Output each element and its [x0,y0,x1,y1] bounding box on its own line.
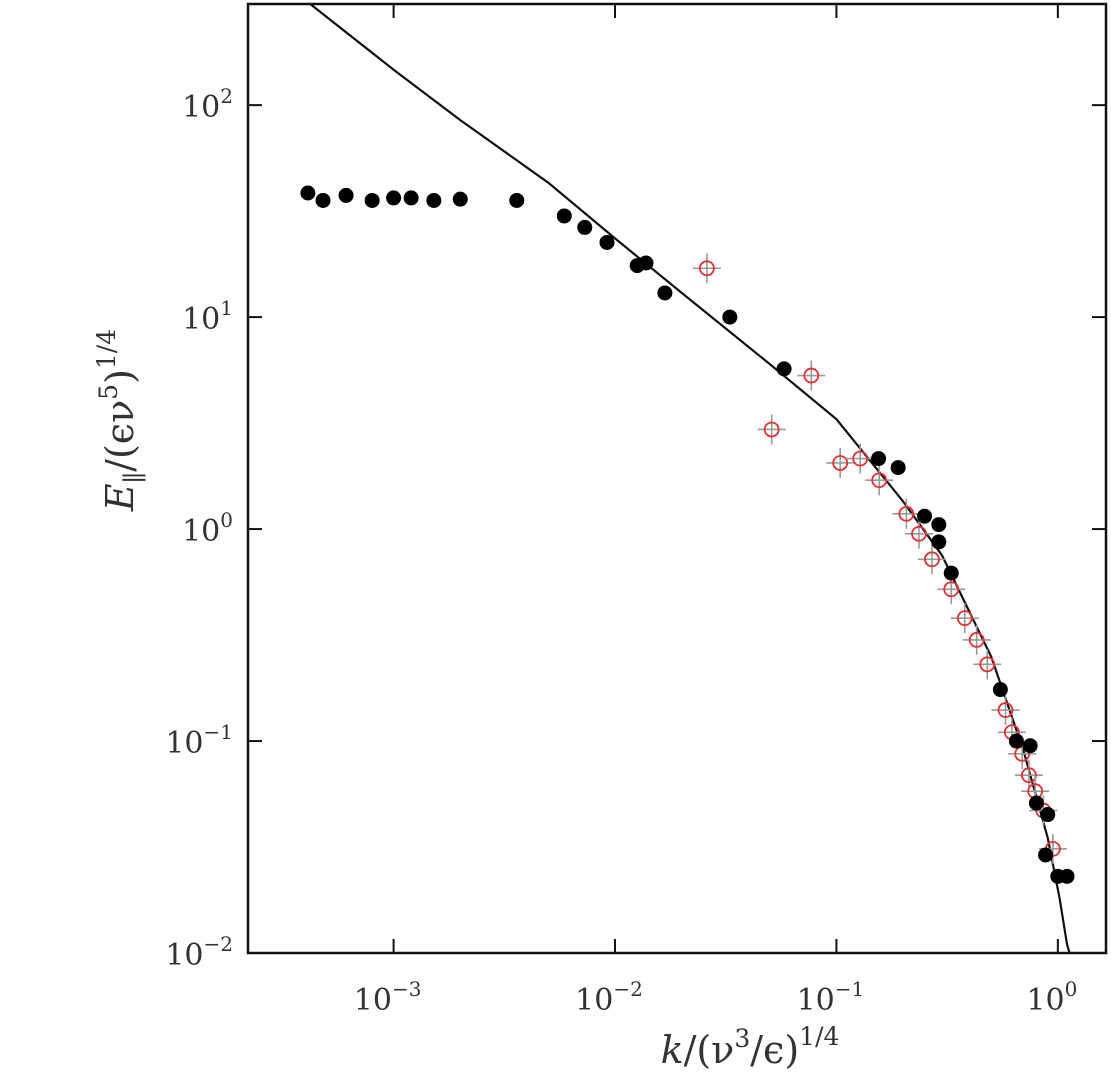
filled-data-point [931,534,947,550]
filled-data-point [1059,868,1075,884]
open-marker [698,260,715,277]
filled-data-point [776,361,792,377]
filled-data-point [1040,807,1056,823]
open-data-point [692,253,721,284]
x-tick-label: 100 [1026,977,1077,1018]
open-marker [1014,745,1031,762]
filled-data-point [452,191,468,207]
filled-data-point [300,185,316,201]
open-data-point [1014,760,1043,791]
filled-circle-series [300,185,1075,884]
open-marker [763,421,780,438]
filled-data-point [917,508,933,524]
filled-data-point [599,234,615,250]
filled-data-point [1008,733,1024,749]
open-marker [997,702,1014,718]
filled-data-point [1038,847,1054,863]
open-data-point [991,695,1020,726]
x-tick-labels: 10−3 10−2 10−1 100 [354,977,1078,1018]
filled-data-point [722,309,738,325]
open-marker [924,551,940,568]
filled-data-point [556,208,572,224]
open-marker [871,472,888,489]
open-circle-series [692,253,1067,864]
y-tick-labels: 10−2 10−1 100 101 102 [165,84,233,973]
y-tick-label: 10−2 [165,932,233,973]
filled-data-point [403,190,419,206]
x-tick-label: 10−2 [575,977,643,1018]
x-tick-label: 10−3 [354,977,422,1018]
filled-data-point [943,565,959,581]
plot-frame [246,2,1108,955]
open-marker [968,631,985,648]
open-data-point [865,465,894,496]
x-axis-label: k/(ν3/ϵ)1/4 [661,1022,840,1072]
filled-data-point [931,517,947,533]
open-data-point [962,624,991,655]
filled-data-point [1028,795,1044,811]
open-marker [832,455,849,471]
open-data-point [950,603,979,634]
open-data-point [846,443,875,474]
open-marker [979,656,996,673]
x-tick-label: 10−1 [797,977,865,1018]
open-marker [852,450,869,467]
filled-data-point [657,285,673,301]
open-marker [898,505,915,522]
filled-data-point [386,190,402,206]
filled-data-point [871,451,887,467]
filled-data-point [338,187,354,203]
filled-data-point [577,219,593,235]
open-data-point [797,360,826,391]
open-data-point [892,498,921,529]
y-axis-label: E∥/(ϵν5)1/4 [92,329,149,512]
filled-data-point [426,192,442,208]
open-data-point [917,544,946,575]
open-marker [911,525,927,542]
model-curve [309,4,1071,953]
y-tick-label: 101 [182,296,233,337]
y-tick-label: 102 [182,84,233,125]
y-tick-label: 10−1 [165,720,233,761]
open-data-point [973,649,1002,680]
open-marker [956,610,973,627]
model-curve-line [309,4,1071,953]
y-tick-label: 100 [182,508,233,549]
open-data-point [826,447,855,478]
filled-data-point [1022,738,1038,754]
axis-ticks [248,4,1106,954]
open-data-point [904,518,933,549]
open-marker [1020,767,1037,784]
open-data-point [757,414,786,445]
open-marker [943,581,960,598]
filled-data-point [509,192,525,208]
filled-data-point [638,255,654,271]
filled-data-point [315,192,331,208]
filled-data-point [364,192,380,208]
filled-data-point [992,682,1008,698]
open-marker [803,367,820,384]
filled-data-point [890,460,906,476]
